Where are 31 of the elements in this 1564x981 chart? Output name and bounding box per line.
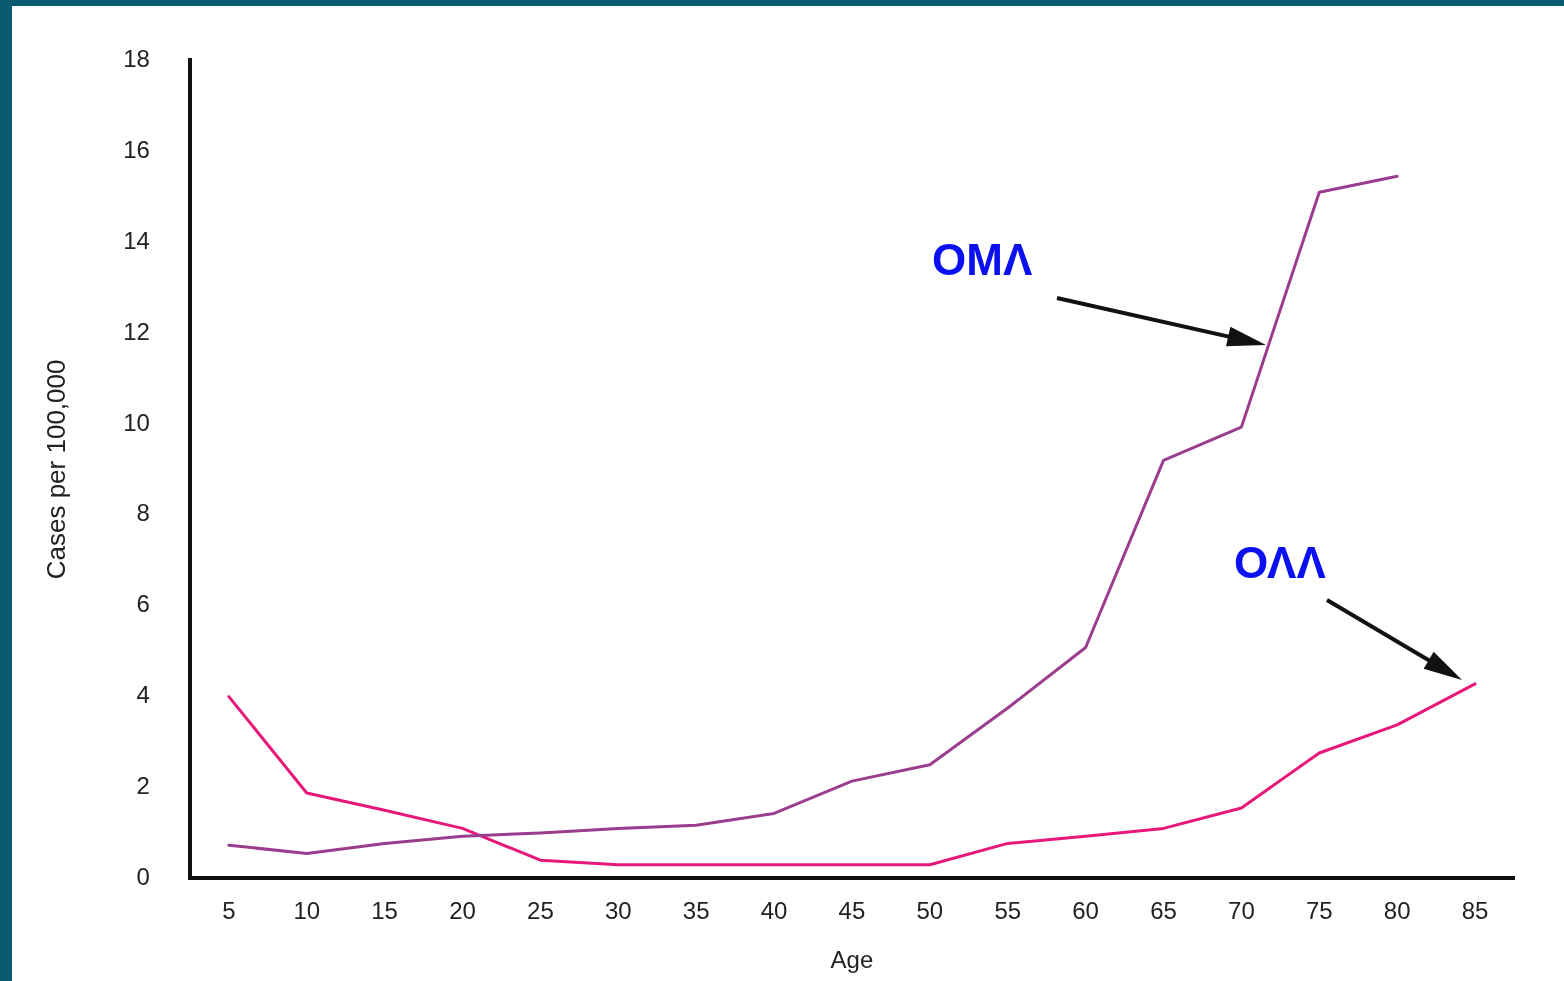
x-tick-label: 45 <box>838 897 866 925</box>
x-tick-label: 50 <box>916 897 944 925</box>
x-axis-title: Age <box>830 946 874 974</box>
annotation: ΟΛΛ <box>1234 538 1326 587</box>
x-tick-label: 35 <box>682 897 710 925</box>
y-axis-title: Cases per 100,000 <box>40 359 71 580</box>
y-tick-label: 0 <box>136 863 150 891</box>
x-tick-label: 65 <box>1150 897 1177 925</box>
x-tick-label: 40 <box>760 897 788 925</box>
y-tick-label: 8 <box>136 499 150 527</box>
annotation: ΟΜΛ <box>932 235 1033 284</box>
x-tick-label: 5 <box>222 897 236 925</box>
x-tick-label: 80 <box>1383 897 1411 925</box>
x-tick-label: 10 <box>293 897 321 925</box>
x-tick-label: 85 <box>1461 897 1489 925</box>
x-tick-label: 20 <box>449 897 476 925</box>
y-tick-label: 16 <box>123 135 150 163</box>
x-tick-label: 60 <box>1072 897 1099 925</box>
x-tick-label: 70 <box>1228 897 1255 925</box>
x-tick-label: 75 <box>1305 897 1333 925</box>
x-tick-label: 30 <box>604 897 632 925</box>
y-tick-label: 4 <box>136 681 150 709</box>
x-tick-label: 55 <box>994 897 1022 925</box>
y-tick-label: 18 <box>123 45 150 73</box>
x-tick-label: 15 <box>371 897 398 925</box>
y-tick-label: 10 <box>123 408 150 436</box>
y-tick-label: 12 <box>123 317 150 345</box>
y-tick-label: 2 <box>136 772 150 800</box>
y-tick-label: 14 <box>123 226 150 254</box>
y-tick-label: 6 <box>136 590 150 618</box>
x-tick-label: 25 <box>527 897 554 925</box>
